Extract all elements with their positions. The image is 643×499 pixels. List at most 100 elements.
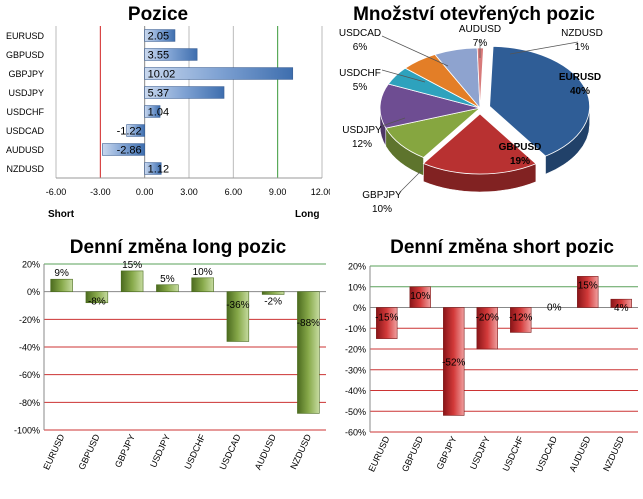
value-label-svg-short: 0% (547, 303, 562, 314)
ytick-label-svg-long: -40% (19, 343, 40, 353)
value-label-svg-long: -36% (226, 300, 249, 311)
value-label-svg-short: -15% (375, 313, 398, 324)
bar-svg-long (261, 291, 285, 295)
pozice-chart: Pozice Short Long -6.00 -3.00 0.00 3.00 6.00… (6, 4, 333, 220)
category-label-svg-short: USDCAD (534, 434, 559, 473)
pie-slice-label: NZDUSD (561, 28, 603, 39)
category-label-svg-long: USDCHF (183, 432, 208, 471)
pozice-value-label: 1.12 (148, 164, 169, 176)
category-label-svg-short: USDCHF (501, 434, 526, 473)
pozice-category-label: GBPUSD (6, 50, 45, 60)
pie-slice (379, 83, 481, 129)
pozice-category-label: USDCAD (6, 126, 45, 136)
bar-svg-long (85, 291, 109, 304)
bar-svg-long (120, 270, 144, 292)
value-label-svg-long: -2% (264, 297, 282, 308)
pozice-xtick-label: 9.00 (269, 187, 287, 197)
bar-svg-long (191, 277, 214, 292)
pozice-category-label: NZDUSD (7, 164, 45, 174)
pozice-bar (144, 86, 225, 99)
ytick-label-svg-short: -40% (345, 386, 366, 396)
category-label-svg-long: AUDUSD (253, 432, 278, 471)
ytick-label-svg-short: -30% (345, 365, 366, 375)
pozice-value-label: 5.37 (148, 88, 169, 100)
ytick-label-svg-short: -60% (345, 428, 366, 438)
category-label-svg-long: GBPUSD (77, 432, 102, 471)
pie-chart: Množství otevřených pozic EURUSD 40% GBPUS… (339, 4, 603, 215)
ytick-label-svg-long: 0% (27, 287, 40, 297)
bar-svg-short (510, 307, 532, 333)
pie-slice-label: USDJPY (342, 125, 382, 136)
bar-svg-short (610, 298, 632, 308)
value-label-svg-long: 9% (54, 268, 69, 279)
ytick-label-svg-short: -20% (345, 345, 366, 355)
bar-svg-short (443, 307, 465, 416)
value-label-svg-short: -20% (476, 313, 499, 324)
value-label-svg-short: -12% (509, 313, 532, 324)
category-label-svg-long: EURUSD (41, 432, 66, 471)
category-label-svg-short: GBPJPY (434, 435, 458, 471)
pozice-value-label: -2.86 (117, 145, 142, 157)
pie-leader-line (509, 41, 579, 55)
value-label-svg-long: -8% (88, 297, 106, 308)
category-label-svg-short: EURUSD (366, 434, 391, 473)
long-panel: Denní změna long pozic 20% 0% -20% -40% -60%… (0, 230, 330, 494)
category-label-svg-short: AUDUSD (567, 434, 592, 473)
value-label-svg-short: 10% (410, 291, 430, 302)
ytick-label-svg-long: 20% (22, 260, 40, 270)
value-label-svg-long: 15% (122, 260, 142, 271)
pozice-value-label: 1.04 (148, 107, 169, 119)
pie-slice-label: EURUSD (559, 72, 601, 83)
long-chart: Denní změna long pozic 20% 0% -20% -40% -60%… (14, 237, 326, 471)
ytick-label-svg-long: -80% (19, 398, 40, 408)
pie-leader-line (399, 169, 423, 193)
category-label-svg-long: NZDUSD (288, 432, 313, 471)
pozice-bar (144, 162, 162, 175)
pozice-category-label: EURUSD (6, 31, 45, 41)
short-label: Short (48, 209, 75, 220)
pozice-category-label: USDJPY (8, 88, 44, 98)
ytick-label-svg-short: 0% (353, 303, 366, 313)
pozice-xtick-label: 12.00 (311, 187, 330, 197)
bar-svg-short (376, 307, 398, 339)
long-title: Denní změna long pozic (70, 237, 287, 258)
pie-leader-line (381, 69, 426, 83)
short-chart: Denní změna short pozic 20% 10% 0% -10% -20%… (345, 237, 638, 473)
value-label-svg-short: 4% (614, 303, 629, 314)
long-label: Long (295, 209, 319, 220)
value-label-svg-short: -52% (442, 357, 465, 368)
category-label-svg-long: USDCAD (218, 432, 243, 471)
pie-slice-value: 6% (353, 42, 368, 53)
pie-slice-label: AUDUSD (459, 24, 501, 35)
category-label-svg-short: GBPUSD (400, 434, 425, 473)
pozice-xtick-label: 6.00 (225, 187, 243, 197)
pozice-bar (126, 124, 145, 137)
pozice-panel: Pozice Short Long -6.00 -3.00 0.00 3.00 6.00… (0, 0, 333, 230)
pozice-xtick-label: 3.00 (180, 187, 198, 197)
ytick-label-svg-long: -60% (19, 370, 40, 380)
pozice-title: Pozice (128, 4, 188, 25)
pie-title: Množství otevřených pozic (353, 4, 595, 25)
pie-leader-line (381, 117, 406, 127)
value-label-svg-long: -88% (297, 318, 320, 329)
pie-slice-value: 19% (510, 156, 530, 167)
category-label-svg-short: NZDUSD (601, 434, 626, 473)
bar-svg-short (409, 286, 431, 308)
category-label-svg-long: USDJPY (148, 433, 172, 469)
short-title: Denní změna short pozic (390, 237, 614, 258)
pozice-bar (144, 48, 198, 61)
pozice-value-label: 3.55 (148, 50, 169, 62)
bar-svg-short (476, 307, 498, 350)
category-label-svg-short: USDJPY (468, 435, 492, 471)
pozice-value-label: 2.05 (148, 31, 169, 43)
ytick-label-svg-short: -50% (345, 407, 366, 417)
bar-svg-long (226, 291, 250, 342)
category-label-svg-long: GBPJPY (113, 433, 137, 469)
ytick-label-svg-short: 20% (348, 262, 366, 272)
pie-slice-value: 10% (372, 204, 392, 215)
pozice-category-label: GBPJPY (8, 69, 44, 79)
ytick-label-svg-short: -10% (345, 324, 366, 334)
bar-svg-long (50, 278, 73, 292)
pie-slice-label: GBPUSD (499, 142, 542, 153)
pozice-bar (144, 29, 176, 42)
